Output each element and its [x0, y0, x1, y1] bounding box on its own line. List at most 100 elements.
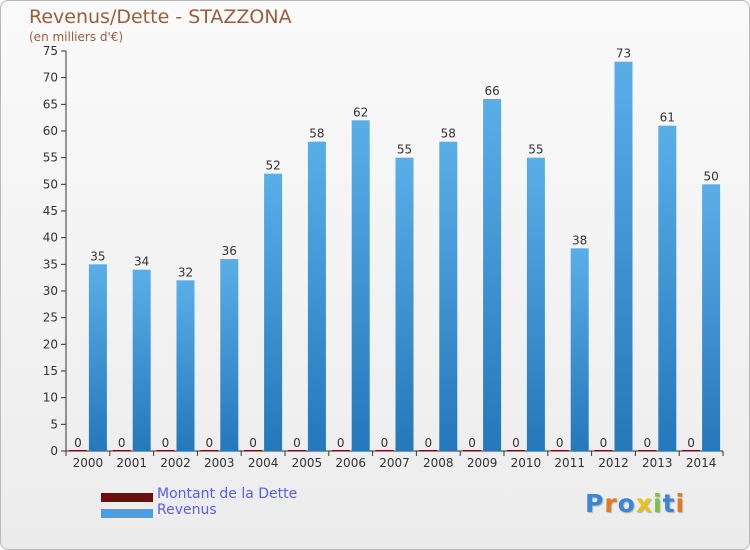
value-label-revenus: 34	[134, 255, 149, 269]
bar-revenus	[264, 173, 283, 451]
y-tick-label: 65	[43, 97, 58, 111]
value-label-revenus: 50	[703, 169, 718, 183]
value-label-revenus: 36	[222, 244, 237, 258]
value-label-revenus: 55	[397, 143, 412, 157]
x-tick-label: 2013	[642, 456, 673, 470]
value-label-dette: 0	[556, 436, 564, 450]
bar-dette	[594, 450, 613, 451]
value-label-revenus: 62	[353, 105, 368, 119]
legend-swatch-dette	[101, 493, 153, 502]
proxiti-logo: Proxiti	[585, 489, 686, 518]
value-label-dette: 0	[293, 436, 301, 450]
value-label-dette: 0	[205, 436, 213, 450]
value-label-dette: 0	[249, 436, 257, 450]
legend-label-revenus: Revenus	[157, 502, 217, 518]
chart-title: Revenus/Dette - STAZZONA	[29, 6, 292, 28]
value-label-revenus: 35	[90, 249, 105, 263]
bar-dette	[506, 450, 525, 451]
chart-axes: 0 5 10 15 20 25 30 35 40 45 50 55 60 65 70 75 2000 2001 20…	[43, 44, 724, 470]
y-tick-label: 50	[43, 177, 58, 191]
value-label-revenus: 55	[528, 143, 543, 157]
y-tick-label: 55	[43, 151, 58, 165]
bar-revenus	[220, 259, 239, 451]
x-tick-label: 2009	[467, 456, 498, 470]
value-label-dette: 0	[162, 436, 170, 450]
bar-dette	[463, 450, 482, 451]
y-tick-label: 20	[43, 337, 58, 351]
bar-dette	[419, 450, 438, 451]
bar-revenus	[439, 141, 458, 451]
bar-dette	[550, 450, 569, 451]
y-tick-label: 40	[43, 231, 58, 245]
bar-revenus	[351, 120, 370, 451]
y-tick-label: 60	[43, 124, 58, 138]
chart-subtitle: (en milliers d'€)	[29, 30, 124, 44]
y-tick-label: 70	[43, 71, 58, 85]
bar-revenus	[483, 99, 502, 451]
chart-bars	[68, 61, 721, 452]
y-tick-label: 25	[43, 311, 58, 325]
value-label-dette: 0	[74, 436, 82, 450]
x-tick-label: 2014	[686, 456, 717, 470]
value-label-revenus: 73	[616, 47, 631, 61]
y-tick-label: 35	[43, 257, 58, 271]
legend-swatch-revenus	[101, 509, 153, 518]
bar-dette	[112, 450, 131, 451]
bar-dette	[68, 450, 87, 451]
bar-dette	[200, 450, 219, 451]
value-label-dette: 0	[381, 436, 389, 450]
bar-revenus	[176, 280, 195, 451]
x-tick-label: 2001	[116, 456, 147, 470]
bar-revenus	[132, 269, 151, 451]
bar-dette	[638, 450, 657, 451]
x-tick-label: 2011	[554, 456, 585, 470]
bar-revenus	[658, 125, 677, 452]
value-label-dette: 0	[468, 436, 476, 450]
value-label-dette: 0	[600, 436, 608, 450]
value-label-dette: 0	[687, 436, 695, 450]
value-label-revenus: 61	[660, 111, 675, 125]
x-tick-label: 2000	[73, 456, 104, 470]
bar-revenus	[395, 157, 414, 451]
x-tick-label: 2010	[511, 456, 542, 470]
bar-dette	[156, 450, 175, 451]
value-label-dette: 0	[512, 436, 520, 450]
y-tick-label: 15	[43, 364, 58, 378]
bar-dette	[287, 450, 306, 451]
x-tick-label: 2002	[160, 456, 191, 470]
value-label-dette: 0	[424, 436, 432, 450]
x-tick-label: 2012	[598, 456, 629, 470]
bar-dette	[244, 450, 263, 451]
chart-labels: 0 35 0 34 0 32 0 36 0 52 0 58 0 62 0 55 0 58 0 66 0 55 0 38 0 73 0…	[74, 47, 719, 450]
value-label-revenus: 66	[484, 84, 499, 98]
bar-revenus	[307, 141, 326, 451]
bar-dette	[682, 450, 701, 451]
bar-revenus	[702, 184, 721, 452]
y-tick-label: 45	[43, 204, 58, 218]
value-label-revenus: 58	[441, 127, 456, 141]
bar-dette	[331, 450, 350, 451]
bar-dette	[375, 450, 394, 451]
y-tick-label: 0	[50, 444, 58, 458]
bar-revenus	[570, 248, 589, 451]
y-tick-label: 75	[43, 44, 58, 58]
legend-label-dette: Montant de la Dette	[157, 486, 298, 502]
x-tick-label: 2008	[423, 456, 454, 470]
x-tick-label: 2005	[292, 456, 323, 470]
y-tick-label: 5	[50, 417, 58, 431]
value-label-dette: 0	[118, 436, 126, 450]
bar-revenus	[526, 157, 545, 451]
y-tick-label: 10	[43, 391, 58, 405]
value-label-revenus: 32	[178, 265, 193, 279]
value-label-revenus: 38	[572, 233, 587, 247]
x-tick-label: 2003	[204, 456, 235, 470]
bar-revenus	[88, 264, 107, 451]
value-label-revenus: 58	[309, 127, 324, 141]
x-tick-label: 2006	[335, 456, 366, 470]
value-label-revenus: 52	[265, 159, 280, 173]
x-tick-label: 2007	[379, 456, 410, 470]
value-label-dette: 0	[643, 436, 651, 450]
x-tick-label: 2004	[248, 456, 279, 470]
